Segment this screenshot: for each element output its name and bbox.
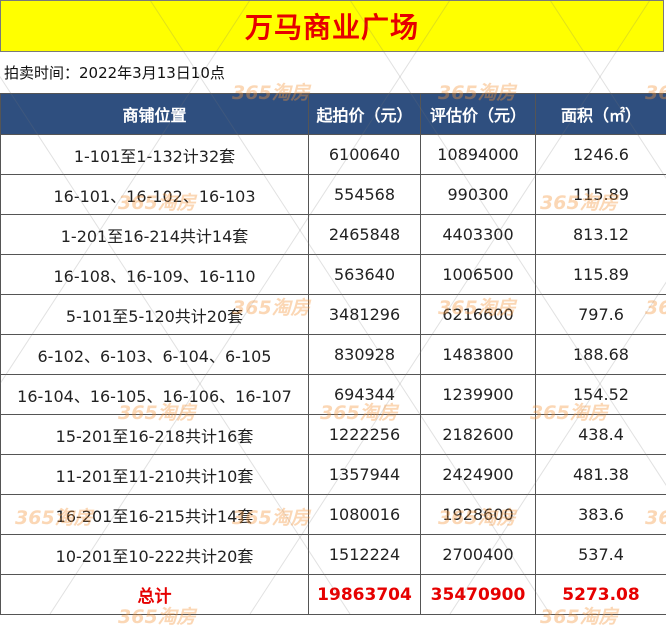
cell-location: 16-108、16-109、16-110 (1, 255, 309, 295)
cell-area: 1246.6 (536, 135, 666, 175)
cell-location: 6-102、6-103、6-104、6-105 (1, 335, 309, 375)
total-appraisal: 35470900 (421, 575, 536, 615)
cell-start-price: 830928 (309, 335, 421, 375)
cell-appraisal: 6216600 (421, 295, 536, 335)
shops-table: 商铺位置 起拍价（元） 评估价（元） 面积（㎡） 1-101至1-132计32套… (0, 93, 666, 615)
total-label: 总计 (1, 575, 309, 615)
cell-location: 15-201至16-218共计16套 (1, 415, 309, 455)
cell-start-price: 1222256 (309, 415, 421, 455)
cell-location: 1-201至16-214共计14套 (1, 215, 309, 255)
cell-area: 813.12 (536, 215, 666, 255)
cell-location: 10-201至10-222共计20套 (1, 535, 309, 575)
cell-start-price: 3481296 (309, 295, 421, 335)
cell-location: 11-201至11-210共计10套 (1, 455, 309, 495)
cell-location: 1-101至1-132计32套 (1, 135, 309, 175)
cell-start-price: 1080016 (309, 495, 421, 535)
cell-area: 154.52 (536, 375, 666, 415)
cell-start-price: 1357944 (309, 455, 421, 495)
cell-appraisal: 990300 (421, 175, 536, 215)
cell-appraisal: 10894000 (421, 135, 536, 175)
page-title: 万马商业广场 (245, 6, 419, 46)
total-area: 5273.08 (536, 575, 666, 615)
cell-appraisal: 1006500 (421, 255, 536, 295)
cell-area: 481.38 (536, 455, 666, 495)
total-start-price: 19863704 (309, 575, 421, 615)
cell-appraisal: 2182600 (421, 415, 536, 455)
cell-area: 188.68 (536, 335, 666, 375)
cell-area: 115.89 (536, 255, 666, 295)
cell-area: 797.6 (536, 295, 666, 335)
cell-appraisal: 2700400 (421, 535, 536, 575)
cell-start-price: 2465848 (309, 215, 421, 255)
title-bar: 万马商业广场 (0, 0, 664, 52)
col-header-area: 面积（㎡） (536, 94, 666, 135)
cell-location: 5-101至5-120共计20套 (1, 295, 309, 335)
cell-start-price: 694344 (309, 375, 421, 415)
cell-appraisal: 1239900 (421, 375, 536, 415)
col-header-appraisal: 评估价（元） (421, 94, 536, 135)
cell-start-price: 554568 (309, 175, 421, 215)
table-header-row: 商铺位置 起拍价（元） 评估价（元） 面积（㎡） (1, 94, 666, 135)
col-header-start-price: 起拍价（元） (309, 94, 421, 135)
cell-area: 383.6 (536, 495, 666, 535)
auction-time: 拍卖时间：2022年3月13日10点 (4, 62, 225, 83)
cell-appraisal: 2424900 (421, 455, 536, 495)
cell-area: 438.4 (536, 415, 666, 455)
cell-start-price: 1512224 (309, 535, 421, 575)
col-header-location: 商铺位置 (1, 94, 309, 135)
cell-location: 16-201至16-215共计14套 (1, 495, 309, 535)
cell-start-price: 6100640 (309, 135, 421, 175)
cell-start-price: 563640 (309, 255, 421, 295)
cell-appraisal: 1483800 (421, 335, 536, 375)
cell-appraisal: 1928600 (421, 495, 536, 535)
cell-area: 115.89 (536, 175, 666, 215)
cell-appraisal: 4403300 (421, 215, 536, 255)
cell-location: 16-104、16-105、16-106、16-107 (1, 375, 309, 415)
cell-location: 16-101、16-102、16-103 (1, 175, 309, 215)
cell-area: 537.4 (536, 535, 666, 575)
